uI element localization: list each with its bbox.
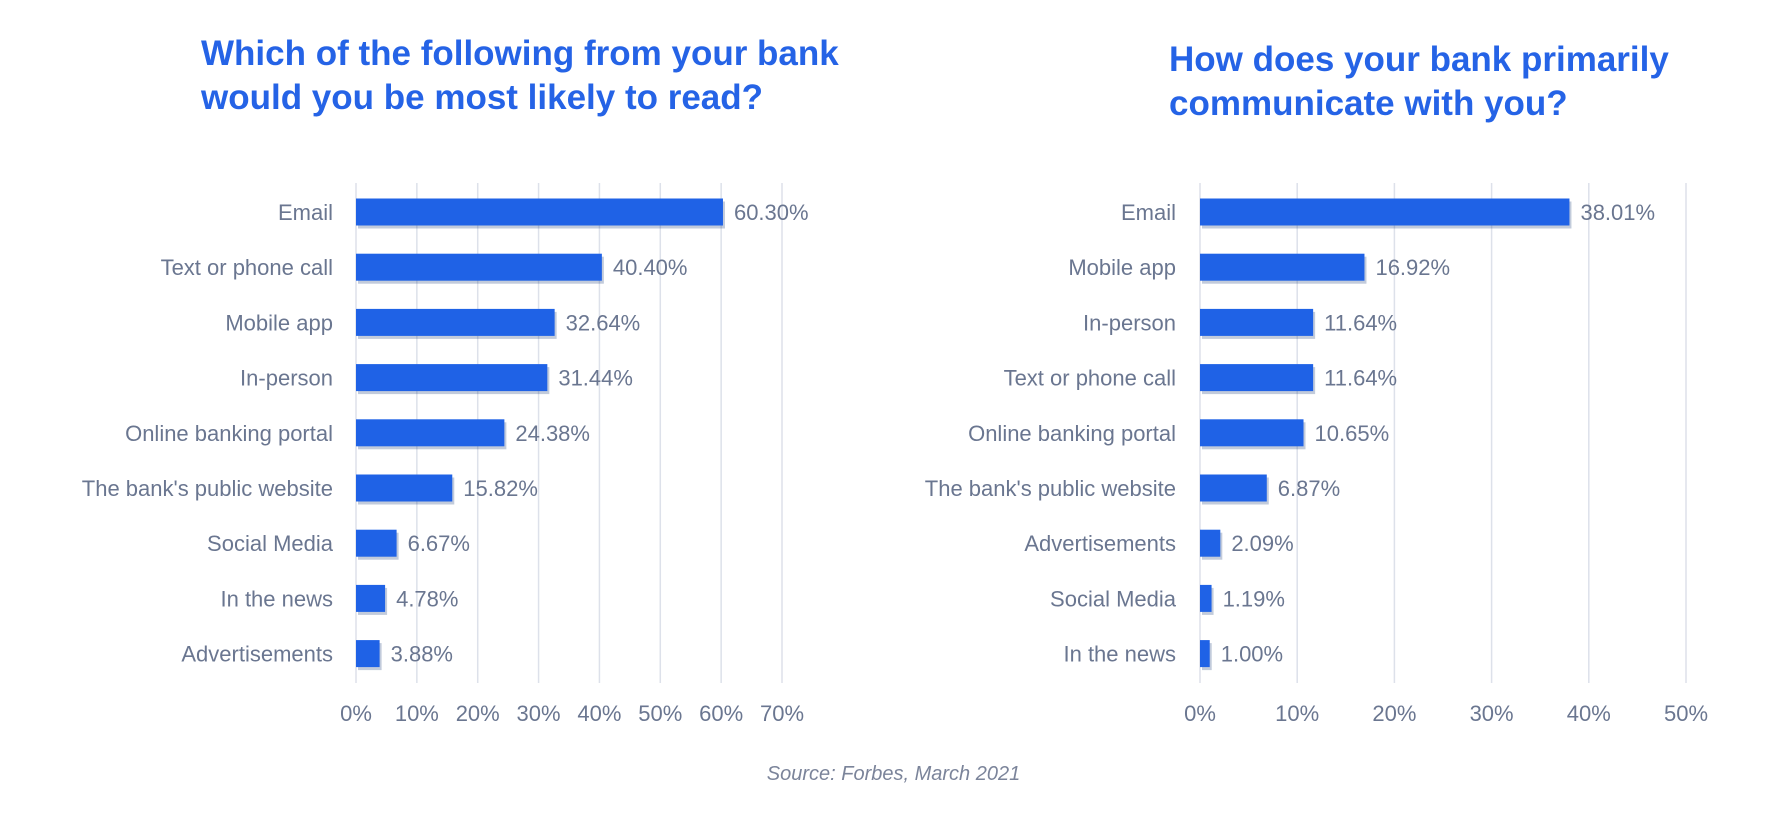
category-label: In-person [240, 366, 333, 391]
x-tick-label: 10% [395, 701, 439, 726]
data-label: 6.87% [1278, 476, 1340, 501]
data-label: 1.00% [1221, 642, 1283, 667]
data-label: 11.64% [1324, 310, 1397, 335]
data-label: 16.92% [1375, 255, 1450, 280]
data-label: 2.09% [1231, 531, 1293, 556]
x-tick-label: 50% [1664, 701, 1708, 726]
category-label: In the news [220, 586, 333, 611]
bar [356, 529, 397, 557]
category-label: The bank's public website [82, 476, 333, 501]
x-tick-label: 20% [1372, 701, 1416, 726]
data-label: 32.64% [566, 310, 641, 335]
x-tick-label: 70% [760, 701, 804, 726]
data-label: 6.67% [408, 531, 470, 556]
bar [1200, 640, 1210, 668]
bar [1200, 419, 1304, 447]
bar [1200, 529, 1221, 557]
bar [1200, 253, 1365, 281]
x-tick-label: 10% [1275, 701, 1319, 726]
bar [1200, 364, 1314, 392]
x-tick-label: 60% [699, 701, 743, 726]
bar [356, 198, 723, 226]
bar [356, 364, 548, 392]
data-label: 24.38% [515, 421, 590, 446]
category-label: Advertisements [1024, 531, 1176, 556]
bar [1200, 584, 1212, 612]
category-label: Mobile app [225, 310, 333, 335]
data-label: 31.44% [558, 366, 633, 391]
data-label: 11.64% [1324, 366, 1397, 391]
bar [356, 253, 602, 281]
x-tick-label: 30% [517, 701, 561, 726]
data-label: 3.88% [391, 642, 453, 667]
bar [1200, 474, 1267, 502]
category-label: Online banking portal [968, 421, 1176, 446]
x-tick-label: 0% [340, 701, 372, 726]
category-label: Text or phone call [161, 255, 333, 280]
category-label: Online banking portal [125, 421, 333, 446]
x-tick-label: 20% [456, 701, 500, 726]
category-label: Email [1121, 200, 1176, 225]
x-tick-label: 0% [1184, 701, 1216, 726]
data-label: 40.40% [613, 255, 688, 280]
category-label: Advertisements [181, 642, 333, 667]
bar [356, 584, 386, 612]
source-note: Source: Forbes, March 2021 [766, 763, 1021, 785]
data-label: 1.19% [1223, 586, 1285, 611]
category-label: Email [278, 200, 333, 225]
category-label: In-person [1083, 310, 1176, 335]
data-label: 10.65% [1315, 421, 1390, 446]
category-label: In the news [1063, 642, 1176, 667]
x-tick-label: 40% [1567, 701, 1611, 726]
category-label: Mobile app [1068, 255, 1176, 280]
data-label: 38.01% [1580, 200, 1655, 225]
bar [356, 419, 505, 447]
category-label: The bank's public website [925, 476, 1176, 501]
data-label: 15.82% [463, 476, 538, 501]
x-tick-label: 40% [577, 701, 621, 726]
bar [1200, 198, 1570, 226]
x-tick-label: 30% [1470, 701, 1514, 726]
bar [356, 640, 380, 668]
bar [356, 474, 453, 502]
data-label: 60.30% [734, 200, 809, 225]
data-label: 4.78% [396, 586, 458, 611]
chart-title-reading-preference: Which of the following from your bank wo… [201, 34, 839, 117]
bar [356, 308, 555, 336]
bar [1200, 308, 1314, 336]
category-label: Text or phone call [1004, 366, 1176, 391]
x-tick-label: 50% [638, 701, 682, 726]
category-label: Social Media [1050, 586, 1177, 611]
chart-title-communication-channel: How does your bank primarily communicate… [1169, 40, 1669, 123]
category-label: Social Media [207, 531, 334, 556]
